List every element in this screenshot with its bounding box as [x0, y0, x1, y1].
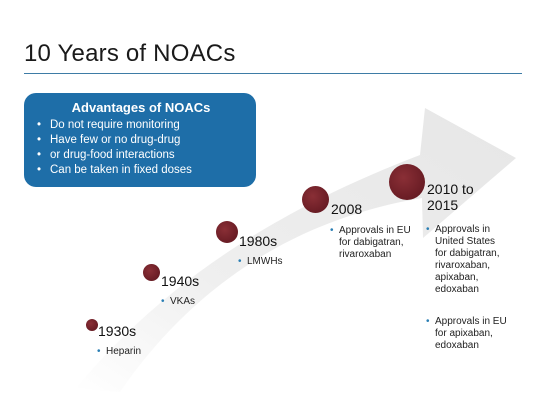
- milestone-dot-2008: [302, 186, 329, 213]
- advantage-item: Can be taken in fixed doses: [36, 163, 246, 178]
- milestone-year-2010-2015: 2010 to 2015: [427, 181, 474, 213]
- bullet-icon: •: [330, 225, 334, 236]
- milestone-dot-1980s: [216, 221, 238, 243]
- milestone-year-1940s: 1940s: [161, 273, 200, 289]
- milestone-note-2010-2015-us: • Approvals in United States for dabigat…: [426, 224, 500, 295]
- bullet-icon: •: [97, 346, 101, 357]
- slide-title: 10 Years of NOACs: [24, 40, 236, 67]
- milestone-year-1980s: 1980s: [239, 233, 278, 249]
- advantage-item: Do not require monitoring: [36, 118, 246, 133]
- milestone-note-2010-2015-eu: • Approvals in EU for apixaban, edoxaban: [426, 316, 507, 351]
- bullet-icon: •: [238, 256, 242, 267]
- milestone-dot-2010-2015: [389, 164, 425, 200]
- milestone-year-2008: 2008: [331, 201, 363, 217]
- milestone-note-1980s: • LMWHs: [238, 256, 283, 267]
- milestone-dot-1940s: [143, 264, 160, 281]
- advantages-box: Advantages of NOACs Do not require monit…: [24, 93, 256, 187]
- bullet-icon: •: [426, 224, 430, 235]
- advantages-list: Do not require monitoring Have few or no…: [36, 118, 246, 178]
- milestone-dot-1930s: [86, 319, 98, 331]
- bullet-icon: •: [426, 316, 430, 327]
- advantages-title: Advantages of NOACs: [71, 100, 211, 115]
- title-divider: [24, 73, 522, 74]
- milestone-note-1940s: • VKAs: [161, 296, 196, 307]
- milestone-note-2008: • Approvals in EU for dabigatran, rivaro…: [330, 225, 411, 260]
- bullet-icon: •: [161, 296, 165, 307]
- milestone-note-1930s: • Heparin: [97, 346, 142, 357]
- advantage-item: or drug-food interactions: [36, 148, 246, 163]
- advantage-item: Have few or no drug-drug: [36, 133, 246, 148]
- milestone-year-1930s: 1930s: [98, 323, 137, 339]
